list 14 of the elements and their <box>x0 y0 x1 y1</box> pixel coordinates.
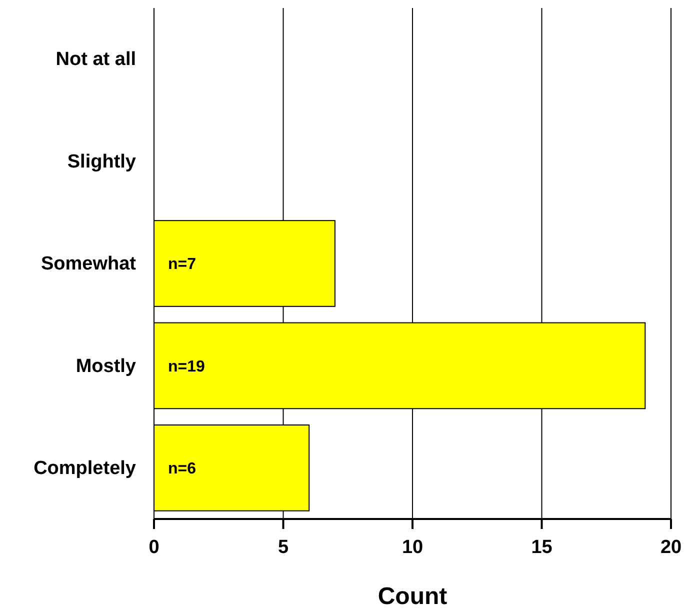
data-label: n=7 <box>168 256 196 274</box>
x-tick-label: 20 <box>660 536 682 558</box>
data-label: n=6 <box>168 460 196 478</box>
x-tick-label: 5 <box>278 536 289 558</box>
x-tick-label: 0 <box>148 536 160 558</box>
data-label: n=19 <box>168 358 206 376</box>
x-axis-title: Count <box>378 583 448 609</box>
y-tick-label: Slightly <box>67 151 136 172</box>
y-tick-label: Somewhat <box>40 254 137 275</box>
y-tick-label: Completely <box>34 458 136 479</box>
x-tick-label: 10 <box>402 536 424 558</box>
y-tick-label: Not at all <box>56 49 136 70</box>
y-tick-label: Mostly <box>76 356 136 377</box>
x-tick-label: 15 <box>531 536 553 558</box>
